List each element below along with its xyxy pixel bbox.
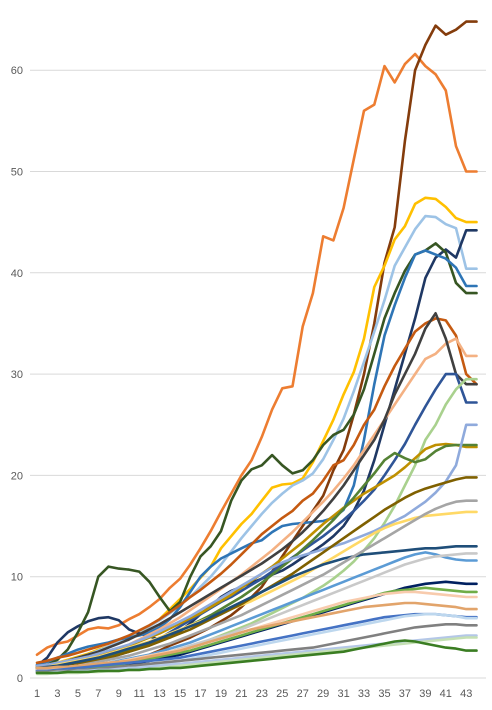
series-line-28: [35, 622, 478, 674]
x-tick-label: 31: [337, 688, 349, 700]
series-line-19: [35, 499, 478, 672]
x-tick-label: 1: [34, 688, 40, 700]
x-tick-label: 29: [317, 688, 329, 700]
x-tick-label: 39: [419, 688, 431, 700]
x-tick-label: 13: [154, 688, 166, 700]
x-tick-label: 43: [460, 688, 472, 700]
y-tick-label: 10: [11, 572, 23, 584]
y-tick-label: 0: [17, 673, 23, 685]
series-line-15: [35, 423, 478, 668]
x-tick-label: 17: [194, 688, 206, 700]
series-line-12: [35, 377, 478, 672]
y-tick-label: 30: [11, 369, 23, 381]
series-line-4: [35, 214, 478, 671]
series-line-8: [35, 317, 478, 665]
x-tick-label: 27: [297, 688, 309, 700]
series-line-25: [35, 601, 478, 670]
x-tick-label: 25: [276, 688, 288, 700]
y-tick-label: 20: [11, 470, 23, 482]
x-tick-label: 3: [54, 688, 60, 700]
x-axis-tick-labels: 1 3 5 7 9 11 13 15 17 19 21 23 25 27 29 31 33 35 37 39 41 43: [34, 688, 472, 700]
y-tick-label: 50: [11, 167, 23, 179]
series-line-31: [35, 639, 478, 675]
series-lines: [35, 20, 478, 676]
series-line-6: [35, 242, 478, 670]
x-tick-label: 35: [378, 688, 390, 700]
x-tick-label: 15: [174, 688, 186, 700]
gridlines: [30, 69, 486, 679]
x-tick-label: 9: [116, 688, 122, 700]
series-line-10: [35, 311, 478, 670]
series-line-18: [35, 544, 478, 670]
y-tick-label: 60: [11, 65, 23, 77]
x-tick-label: 5: [75, 688, 81, 700]
x-tick-label: 7: [95, 688, 101, 700]
x-tick-label: 23: [256, 688, 268, 700]
x-tick-label: 41: [440, 688, 452, 700]
series-line-1: [35, 52, 478, 657]
x-tick-label: 33: [358, 688, 370, 700]
y-axis-tick-labels: 0 10 20 30 40 50 60: [11, 65, 23, 685]
x-tick-label: 21: [235, 688, 247, 700]
x-tick-label: 11: [133, 688, 144, 700]
y-tick-label: 40: [11, 268, 23, 280]
x-tick-label: 37: [399, 688, 411, 700]
x-tick-label: 19: [215, 688, 227, 700]
